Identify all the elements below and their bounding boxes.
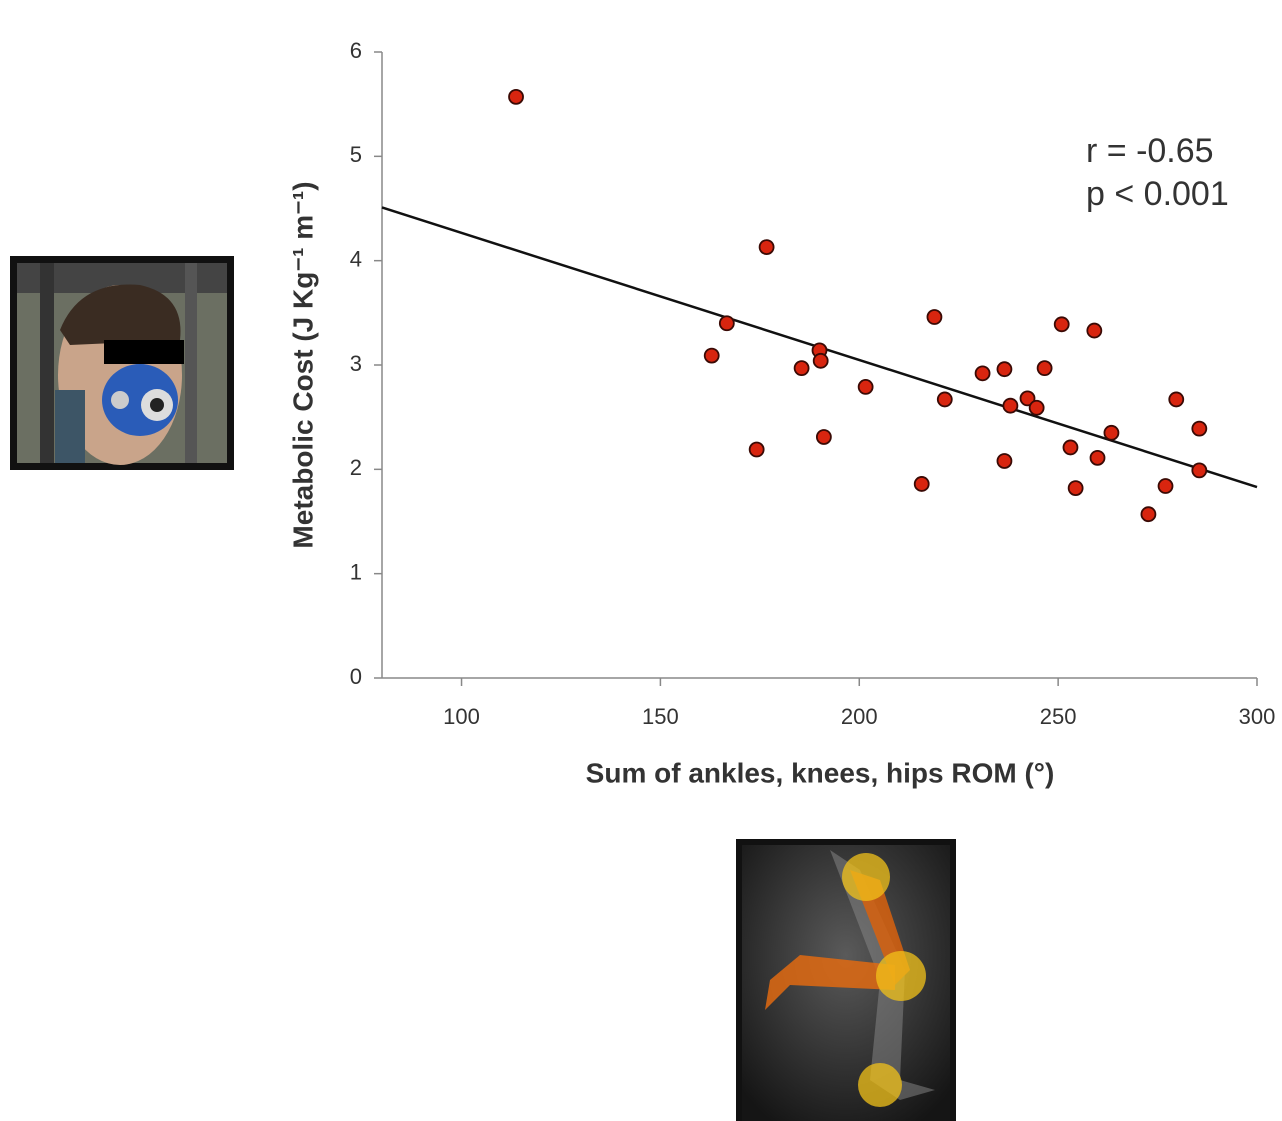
- point: [915, 477, 929, 491]
- photo-leg: [736, 839, 956, 1121]
- x-tick-label: 100: [443, 704, 480, 729]
- page: r = -0.65 p < 0.001 Sum of ankles, knees…: [0, 0, 1282, 1121]
- point: [750, 443, 764, 457]
- y-tick-label: 6: [350, 38, 362, 63]
- point: [1003, 399, 1017, 413]
- point: [1063, 440, 1077, 454]
- point: [938, 392, 952, 406]
- y-tick-label: 0: [350, 664, 362, 689]
- point: [1087, 324, 1101, 338]
- point: [1069, 481, 1083, 495]
- point: [509, 90, 523, 104]
- point: [997, 454, 1011, 468]
- point: [1030, 401, 1044, 415]
- point: [976, 366, 990, 380]
- point: [1169, 392, 1183, 406]
- y-tick-label: 1: [350, 559, 362, 584]
- chart: r = -0.65 p < 0.001 Sum of ankles, knees…: [0, 0, 1282, 1121]
- y-tick-label: 3: [350, 351, 362, 376]
- point: [814, 354, 828, 368]
- x-tick-label: 200: [841, 704, 878, 729]
- point: [927, 310, 941, 324]
- point: [760, 240, 774, 254]
- point: [1192, 422, 1206, 436]
- photo-mask: [10, 256, 234, 470]
- x-tick-label: 250: [1040, 704, 1077, 729]
- x-tick-label: 150: [642, 704, 679, 729]
- x-axis-label: Sum of ankles, knees, hips ROM (°): [586, 757, 1055, 788]
- y-tick-label: 4: [350, 246, 362, 271]
- point: [1091, 451, 1105, 465]
- point: [1141, 507, 1155, 521]
- point: [795, 361, 809, 375]
- x-tick-label: 300: [1239, 704, 1276, 729]
- point: [1055, 317, 1069, 331]
- point: [1192, 463, 1206, 477]
- point: [720, 316, 734, 330]
- annotation: p < 0.001: [1086, 175, 1229, 213]
- point: [1159, 479, 1173, 493]
- y-tick-label: 5: [350, 142, 362, 167]
- y-axis-label: Metabolic Cost (J Kg⁻¹ m⁻¹): [287, 181, 318, 548]
- y-tick-label: 2: [350, 455, 362, 480]
- point: [859, 380, 873, 394]
- point: [705, 349, 719, 363]
- point: [817, 430, 831, 444]
- annotation: r = -0.65: [1086, 132, 1214, 170]
- point: [997, 362, 1011, 376]
- point: [1038, 361, 1052, 375]
- point: [1104, 426, 1118, 440]
